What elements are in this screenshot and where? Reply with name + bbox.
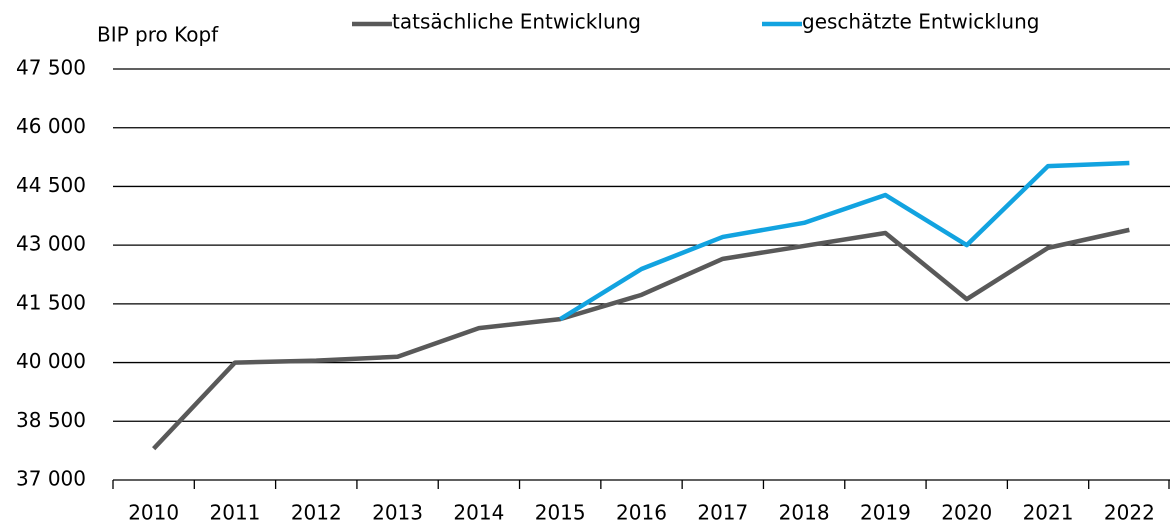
data-line bbox=[152, 227, 1130, 451]
y-tick-label: 38 500 bbox=[16, 408, 86, 432]
y-tick-label: 47 500 bbox=[16, 56, 86, 80]
y-tick-label: 43 000 bbox=[16, 232, 86, 256]
x-tick-label: 2021 bbox=[1023, 501, 1074, 525]
x-tick-label: 2015 bbox=[535, 501, 586, 525]
data-line bbox=[559, 160, 1130, 322]
legend-label: geschätzte Entwicklung bbox=[802, 10, 1039, 34]
x-tick-label: 2017 bbox=[697, 501, 748, 525]
x-tick-label: 2014 bbox=[453, 501, 504, 525]
y-tick-label: 46 000 bbox=[16, 114, 86, 138]
y-axis-label: BIP pro Kopf bbox=[97, 23, 219, 47]
x-tick-label: 2019 bbox=[860, 501, 911, 525]
x-tick-label: 2011 bbox=[210, 501, 261, 525]
x-tick-label: 2018 bbox=[779, 501, 830, 525]
legend-label: tatsächliche Entwicklung bbox=[392, 10, 641, 34]
x-tick-label: 2013 bbox=[372, 501, 423, 525]
y-tick-label: 41 500 bbox=[16, 290, 86, 314]
x-tick-label: 2022 bbox=[1104, 501, 1155, 525]
y-tick-label: 37 000 bbox=[16, 467, 86, 491]
y-tick-label: 44 500 bbox=[16, 173, 86, 197]
x-tick-label: 2016 bbox=[616, 501, 667, 525]
y-tick-label: 40 000 bbox=[16, 349, 86, 373]
x-tick-label: 2010 bbox=[128, 501, 179, 525]
x-tick-label: 2012 bbox=[291, 501, 342, 525]
x-tick-label: 2020 bbox=[941, 501, 992, 525]
